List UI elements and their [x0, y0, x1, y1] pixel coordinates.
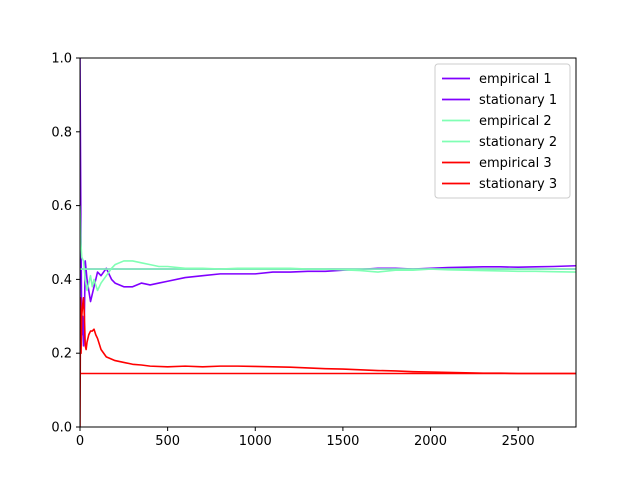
x-tick-label: 0 — [76, 434, 84, 449]
y-tick-label: 1.0 — [51, 52, 72, 67]
x-tick-label: 2000 — [414, 434, 447, 449]
y-tick-label: 0.0 — [51, 421, 72, 436]
legend-label: empirical 3 — [479, 156, 552, 171]
legend-box — [434, 63, 571, 199]
series-line-empirical-2 — [80, 205, 576, 292]
series-layer — [80, 58, 576, 427]
y-tick-label: 0.4 — [51, 273, 72, 288]
x-tick-label: 1000 — [239, 434, 272, 449]
legend-label: stationary 2 — [479, 135, 557, 150]
x-tick-label: 500 — [155, 434, 180, 449]
y-tick-label: 0.6 — [51, 199, 72, 214]
axes-layer: 0 500 1000 1500 2000 2500 0.0 0.2 0.4 0.6 0.8 1.0 — [51, 52, 577, 449]
series-line-empirical-3 — [80, 297, 576, 427]
x-tick-label: 1500 — [326, 434, 359, 449]
legend-label: empirical 2 — [479, 114, 552, 129]
legend-label: stationary 1 — [479, 93, 557, 108]
legend-label: empirical 1 — [479, 72, 552, 87]
plot-frame — [79, 57, 577, 428]
legend-label: stationary 3 — [479, 177, 557, 192]
y-tick-label: 0.8 — [51, 125, 72, 140]
y-tick-label: 0.2 — [51, 347, 72, 362]
x-tick-label: 2500 — [502, 434, 535, 449]
legend: empirical 1 stationary 1 empirical 2 statio… — [434, 63, 571, 199]
